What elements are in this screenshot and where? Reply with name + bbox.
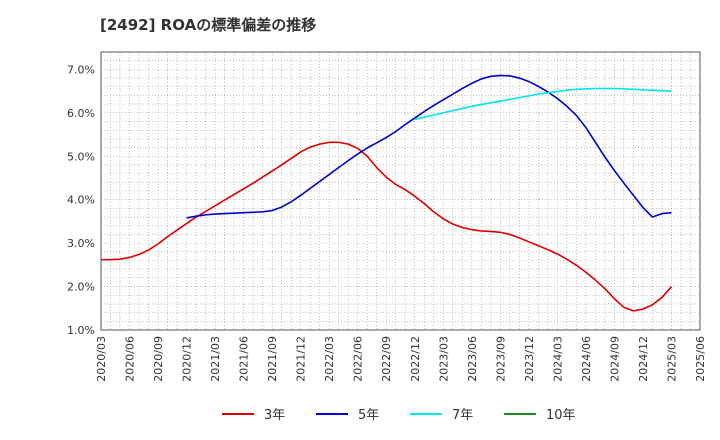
y-tick-label: 4.0%: [67, 194, 95, 207]
plot-area: [101, 52, 700, 330]
x-tick-label: 2022/03: [323, 336, 336, 382]
plot-frame: [100, 51, 701, 331]
legend-label: 3年: [264, 408, 285, 423]
legend-label: 7年: [452, 408, 473, 423]
legend-item: 10年: [504, 408, 576, 423]
x-tick-label: 2024/12: [637, 336, 650, 382]
x-tick-label: 2022/12: [409, 336, 422, 382]
x-tick-label: 2021/06: [238, 336, 251, 382]
x-tick-label: 2021/09: [266, 336, 279, 382]
legend-item: 7年: [410, 408, 473, 423]
series-line-7年: [414, 87, 672, 121]
x-tick-label: 2023/09: [494, 336, 507, 382]
chart-title: [2492] ROAの標準偏差の推移: [100, 16, 317, 34]
x-tick-label: 2020/09: [152, 336, 165, 382]
x-tick-label: 2023/06: [466, 336, 479, 382]
grid: [100, 51, 701, 331]
y-tick-label: 2.0%: [67, 281, 95, 294]
legend-item: 5年: [316, 408, 379, 423]
x-tick-label: 2021/03: [209, 336, 222, 382]
x-tick-label: 2023/03: [437, 336, 450, 382]
y-tick-label: 7.0%: [67, 63, 95, 76]
x-tick-label: 2020/12: [181, 336, 194, 382]
y-tick-label: 6.0%: [67, 107, 95, 120]
legend-label: 5年: [358, 408, 379, 423]
series-line-5年: [186, 74, 672, 219]
x-tick-label: 2020/06: [124, 336, 137, 382]
y-tick-label: 3.0%: [67, 237, 95, 250]
y-tick-label: 5.0%: [67, 150, 95, 163]
x-tick-label: 2022/09: [380, 336, 393, 382]
x-tick-label: 2024/06: [580, 336, 593, 382]
x-tick-label: 2024/09: [608, 336, 621, 382]
x-tick-label: 2025/03: [665, 336, 678, 382]
legend-label: 10年: [546, 408, 576, 423]
x-tick-label: 2024/03: [551, 336, 564, 382]
series-line-3年: [101, 141, 673, 312]
y-tick-label: 1.0%: [67, 324, 95, 337]
legend-item: 3年: [222, 408, 285, 423]
x-tick-label: 2025/06: [694, 336, 707, 382]
x-tick-label: 2022/06: [352, 336, 365, 382]
x-tick-label: 2020/03: [95, 336, 108, 382]
x-tick-label: 2023/12: [523, 336, 536, 382]
x-tick-label: 2021/12: [295, 336, 308, 382]
